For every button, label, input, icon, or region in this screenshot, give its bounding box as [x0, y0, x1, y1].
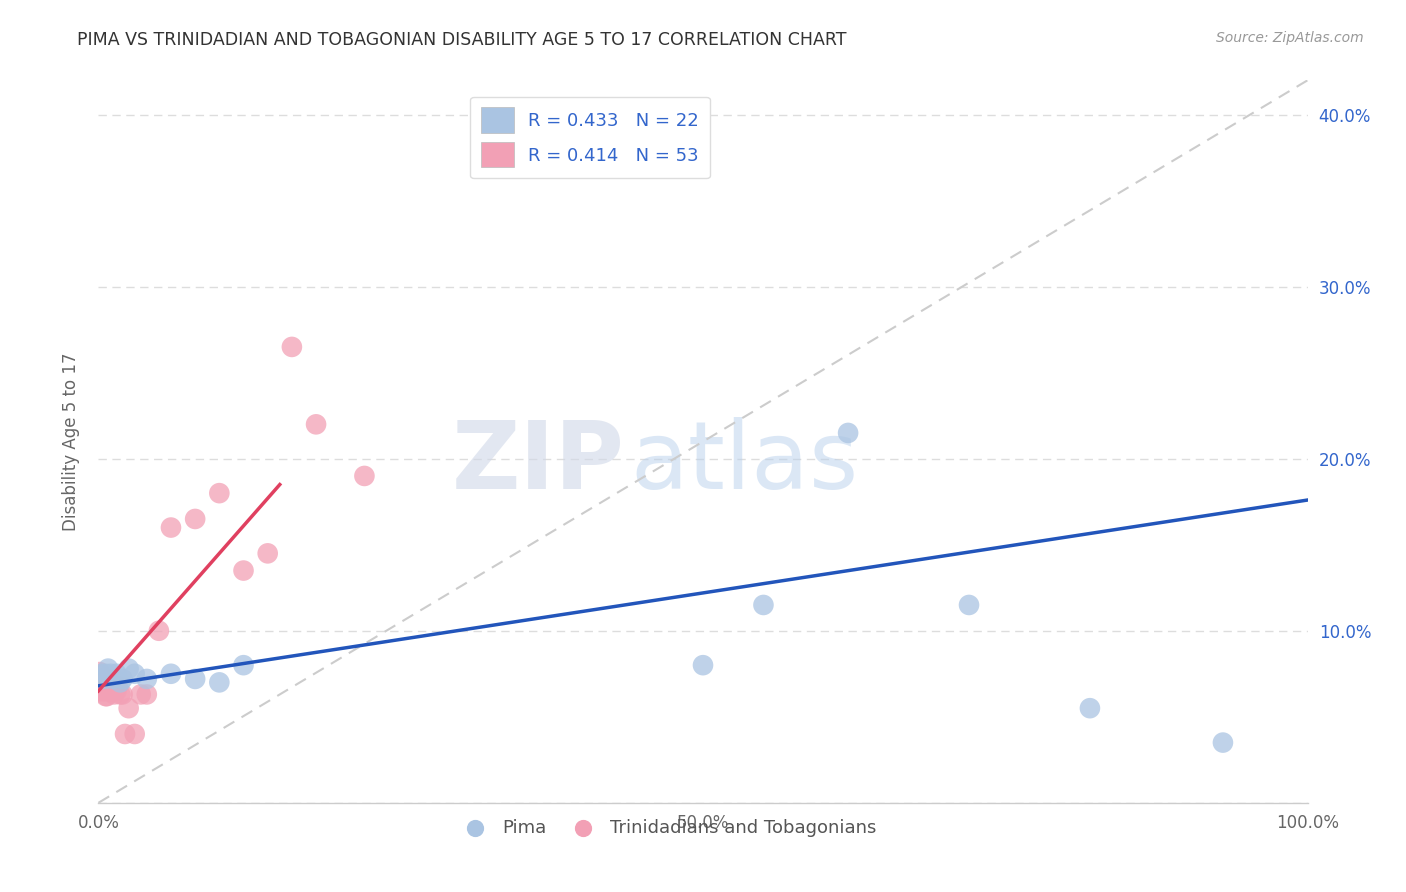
- Legend: Pima, Trinidadians and Tobagonians: Pima, Trinidadians and Tobagonians: [450, 812, 883, 845]
- Point: [107, 679, 129, 693]
- Point: [148, 624, 170, 638]
- Point: [305, 417, 328, 432]
- Point: [96, 684, 118, 698]
- Point: [93, 684, 115, 698]
- Point: [105, 684, 128, 698]
- Point: [118, 662, 141, 676]
- Text: atlas: atlas: [630, 417, 859, 509]
- Point: [208, 486, 231, 500]
- Point: [93, 679, 115, 693]
- Point: [281, 340, 304, 354]
- Point: [957, 598, 980, 612]
- Text: Source: ZipAtlas.com: Source: ZipAtlas.com: [1216, 31, 1364, 45]
- Point: [100, 684, 122, 698]
- Point: [91, 679, 114, 693]
- Point: [94, 679, 117, 693]
- Point: [91, 684, 114, 698]
- Point: [97, 672, 120, 686]
- Point: [100, 684, 122, 698]
- Point: [96, 679, 118, 693]
- Point: [89, 679, 111, 693]
- Point: [256, 546, 278, 560]
- Point: [91, 666, 114, 681]
- Point: [90, 675, 112, 690]
- Point: [90, 684, 112, 698]
- Point: [91, 672, 114, 686]
- Point: [108, 687, 131, 701]
- Point: [90, 679, 112, 693]
- Point: [105, 666, 128, 681]
- Point: [89, 672, 111, 686]
- Point: [89, 684, 111, 698]
- Point: [108, 675, 131, 690]
- Point: [111, 672, 134, 686]
- Point: [100, 679, 122, 693]
- Point: [160, 520, 183, 534]
- Point: [89, 665, 111, 679]
- Point: [91, 684, 114, 698]
- Point: [91, 679, 114, 693]
- Point: [232, 658, 254, 673]
- Point: [118, 701, 141, 715]
- Point: [98, 679, 121, 693]
- Point: [94, 672, 117, 686]
- Point: [111, 687, 134, 701]
- Point: [103, 687, 125, 701]
- Point: [135, 672, 157, 686]
- Point: [97, 684, 120, 698]
- Point: [184, 512, 207, 526]
- Point: [96, 689, 118, 703]
- Point: [208, 675, 231, 690]
- Point: [101, 684, 124, 698]
- Point: [100, 666, 122, 681]
- Point: [160, 666, 183, 681]
- Point: [184, 672, 207, 686]
- Point: [353, 469, 375, 483]
- Point: [135, 687, 157, 701]
- Point: [94, 666, 117, 681]
- Point: [93, 672, 115, 686]
- Point: [90, 668, 112, 682]
- Point: [837, 425, 859, 440]
- Point: [91, 675, 114, 690]
- Point: [129, 687, 152, 701]
- Point: [93, 684, 115, 698]
- Text: ZIP: ZIP: [451, 417, 624, 509]
- Point: [692, 658, 714, 673]
- Y-axis label: Disability Age 5 to 17: Disability Age 5 to 17: [62, 352, 80, 531]
- Point: [752, 598, 775, 612]
- Point: [114, 727, 136, 741]
- Point: [97, 662, 120, 676]
- Point: [101, 672, 124, 686]
- Text: PIMA VS TRINIDADIAN AND TOBAGONIAN DISABILITY AGE 5 TO 17 CORRELATION CHART: PIMA VS TRINIDADIAN AND TOBAGONIAN DISAB…: [77, 31, 846, 49]
- Point: [232, 564, 254, 578]
- Point: [93, 675, 115, 690]
- Point: [98, 684, 121, 698]
- Point: [124, 666, 146, 681]
- Point: [91, 672, 114, 686]
- Point: [97, 679, 120, 693]
- Point: [1078, 701, 1101, 715]
- Point: [124, 727, 146, 741]
- Point: [94, 689, 117, 703]
- Point: [1212, 735, 1234, 749]
